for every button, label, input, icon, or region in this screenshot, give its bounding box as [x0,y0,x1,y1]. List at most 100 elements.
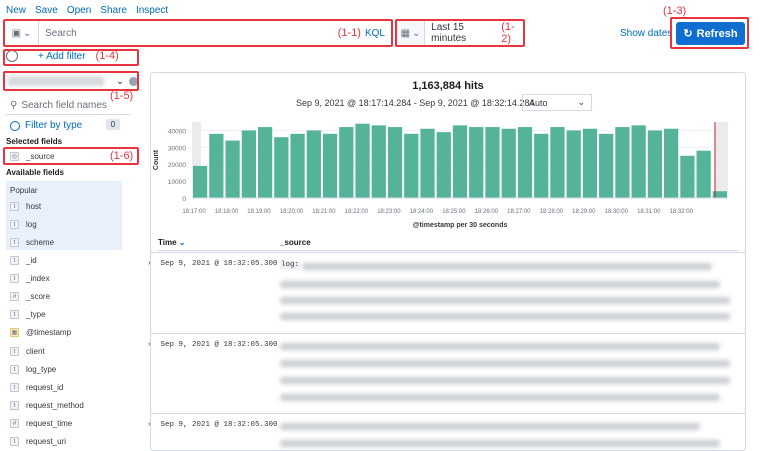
x-tick-label: 18:29:00 [572,209,596,215]
field-row-source[interactable]: ◎ _source [10,152,54,161]
refresh-icon: ↻ [683,28,693,40]
string-type-icon: t [10,437,19,446]
redacted-content [280,377,730,384]
histogram-bar [631,125,646,198]
table-row[interactable]: › Sep 9, 2021 @ 18:32:05.300 [147,260,278,268]
histogram-bar [193,165,208,198]
histogram-bar [469,127,484,198]
field-name: request_time [26,419,73,428]
y-tick-label: 10000 [168,179,186,186]
kql-toggle[interactable]: KQL [364,27,385,39]
histogram-bar [680,155,695,198]
available-fields-title: Available fields [6,168,64,177]
string-type-icon: t [10,401,19,410]
string-type-icon: t [10,347,19,356]
field-row-host[interactable]: t host [10,202,41,211]
histogram-bar [322,133,338,198]
histogram-bar [209,133,224,198]
x-tick-label: 18:28:00 [540,209,564,215]
histogram-bar [712,191,727,198]
chevron-down-icon: ⌄ [412,27,421,39]
histogram-bar [485,127,500,198]
field-name: request_id [26,383,64,392]
field-row-type[interactable]: t _type [10,310,46,319]
nav-new[interactable]: New [6,5,27,16]
search-input[interactable]: Search [45,27,77,39]
annotation-1-4: (1-4) [95,50,119,62]
histogram-bar [387,127,403,198]
time-range-label[interactable]: Last 15 minutes [431,22,467,44]
field-row-score[interactable]: # _score [10,292,50,301]
source-field-key: log: [280,261,301,269]
expand-row-icon[interactable]: › [147,341,152,349]
histogram-bar [534,133,549,198]
field-name: _source [26,152,55,161]
histogram-bar [696,150,711,198]
field-row-index[interactable]: t _index [10,274,50,283]
highlight-1-3 [670,17,749,49]
highlight-1-1 [3,19,393,47]
column-source: _source [280,238,311,247]
highlight-1-5 [3,71,139,91]
nav-inspect[interactable]: Inspect [135,5,169,16]
field-name: host [26,202,42,211]
hits-count: 1,163,884 hits [412,80,484,92]
refresh-button[interactable]: ↻ Refresh [676,22,745,45]
index-pattern-name-redacted [8,76,104,86]
string-type-icon: t [10,310,19,319]
field-name: scheme [26,238,55,247]
partial-bucket-shade [192,122,201,198]
field-row-scheme[interactable]: t scheme [10,238,54,247]
field-row-request-method[interactable]: t request_method [10,401,84,410]
index-options-icon[interactable] [129,76,138,86]
show-dates-link[interactable]: Show dates [620,28,673,39]
saved-query-button[interactable]: ▣ ⌄ [5,21,39,45]
row-divider [150,413,746,414]
x-tick-label: 18:21:00 [312,209,336,215]
redacted-content [280,394,720,401]
annotation-1-1: (1-1) [337,27,361,39]
x-tick-label: 18:25:00 [442,209,466,215]
interval-value: Auto [529,97,548,108]
row-time: Sep 9, 2021 @ 18:32:05.300 [160,341,278,349]
field-row-request-uri[interactable]: t request_uri [10,437,66,446]
chevron-down-icon: ⌄ [115,75,125,87]
expand-row-icon[interactable]: › [147,421,152,429]
histogram-bar [225,140,240,198]
source-type-icon: ◎ [10,152,19,161]
quick-menu-button[interactable]: ▦ ⌄ [397,21,426,45]
x-tick-label: 18:30:00 [605,209,629,215]
nav-open[interactable]: Open [66,5,92,16]
y-tick-label: 30000 [168,145,186,152]
expand-row-icon[interactable]: › [147,260,152,268]
add-filter-button[interactable]: + Add filter [38,50,86,62]
field-row-log[interactable]: t log [10,220,37,229]
field-row-id[interactable]: t _id [10,256,37,265]
histogram-bar [664,128,679,198]
field-name: _index [26,274,50,283]
column-time[interactable]: Time ⌄ [158,238,185,247]
string-type-icon: t [10,220,19,229]
nav-share[interactable]: Share [100,5,127,16]
nav-save[interactable]: Save [35,5,58,16]
filter-by-type-button[interactable]: Filter by type [10,120,82,131]
x-tick-label: 18:18:00 [215,209,239,215]
field-row-timestamp[interactable]: ▦ @timestamp [10,328,71,337]
redacted-content [280,343,720,350]
table-row[interactable]: › Sep 9, 2021 @ 18:32:05.300 [147,421,278,429]
histogram-bar [371,125,386,198]
annotation-1-6: (1-6) [110,150,134,162]
field-row-client[interactable]: t client [10,347,45,356]
field-row-request-id[interactable]: t request_id [10,383,63,392]
index-pattern-selector[interactable]: ⌄ [4,72,138,90]
table-row[interactable]: › Sep 9, 2021 @ 18:32:05.300 [147,341,278,349]
highlight-1-2 [395,19,525,47]
field-search-input[interactable]: ⚲ Search field names [6,96,130,115]
histogram-bar [501,128,516,198]
x-tick-label: 18:23:00 [377,209,401,215]
field-row-request-time[interactable]: # request_time [10,419,72,428]
interval-select[interactable]: Auto ⌄ [522,94,592,111]
field-row-log-type[interactable]: t log_type [10,365,56,374]
popular-fields-group [6,181,122,250]
histogram-bar [647,130,663,198]
